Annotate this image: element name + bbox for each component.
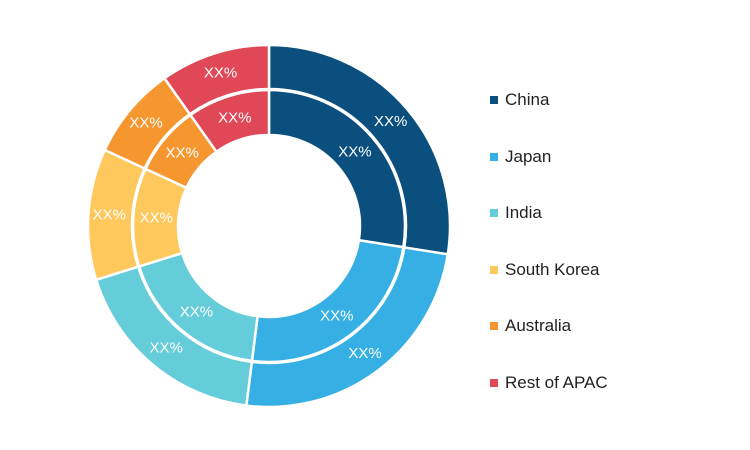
legend-label-rest-of-apac: Rest of APAC — [505, 372, 608, 392]
outer-label-japan: XX% — [348, 345, 381, 362]
legend-label-australia: Australia — [505, 316, 572, 336]
legend-item-india: India — [490, 185, 608, 242]
legend-item-south-korea: South Korea — [490, 242, 608, 299]
legend-swatch-south-korea — [490, 265, 498, 274]
legend-item-china: China — [490, 72, 608, 129]
outer-label-rest-of-apac: XX% — [204, 64, 237, 81]
legend-label-india: India — [505, 203, 542, 223]
inner-label-japan: XX% — [320, 307, 353, 324]
inner-label-australia: XX% — [165, 145, 198, 162]
outer-label-india: XX% — [150, 340, 183, 357]
legend-label-south-korea: South Korea — [505, 259, 600, 279]
legend-label-china: China — [505, 90, 550, 110]
legend: China Japan India South Korea Australia … — [490, 72, 608, 411]
inner-label-china: XX% — [338, 144, 371, 161]
inner-label-india: XX% — [180, 304, 213, 321]
legend-swatch-rest-of-apac — [490, 378, 498, 387]
inner-slice-china — [267, 88, 407, 249]
outer-label-china: XX% — [374, 113, 407, 130]
legend-swatch-japan — [490, 152, 498, 161]
legend-swatch-australia — [490, 322, 498, 331]
legend-swatch-india — [490, 209, 498, 218]
legend-swatch-china — [490, 96, 498, 105]
inner-slice-rest-of-apac — [189, 88, 271, 153]
legend-item-rest-of-apac: Rest of APAC — [490, 355, 608, 412]
outer-label-australia: XX% — [129, 115, 162, 132]
inner-label-rest-of-apac: XX% — [218, 109, 251, 126]
legend-item-australia: Australia — [490, 298, 608, 355]
inner-label-south-korea: XX% — [140, 210, 173, 227]
outer-label-south-korea: XX% — [93, 206, 126, 223]
legend-label-japan: Japan — [505, 146, 552, 166]
legend-item-japan: Japan — [490, 129, 608, 186]
